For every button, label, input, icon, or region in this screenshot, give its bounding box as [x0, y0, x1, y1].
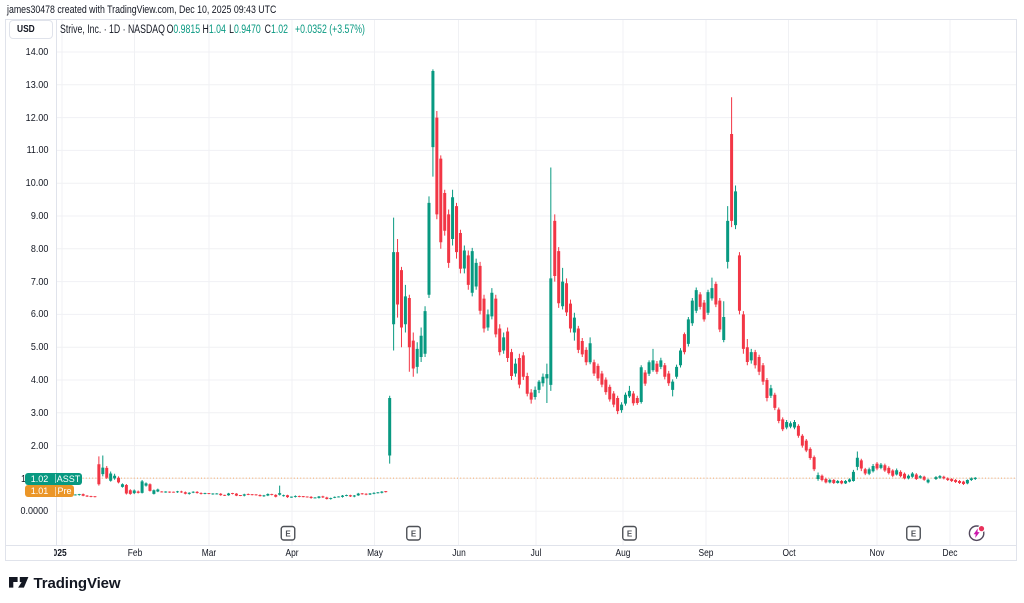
svg-text:E: E [627, 530, 633, 539]
svg-text:E: E [285, 530, 291, 539]
svg-text:E: E [411, 530, 417, 539]
svg-text:E: E [911, 530, 917, 539]
